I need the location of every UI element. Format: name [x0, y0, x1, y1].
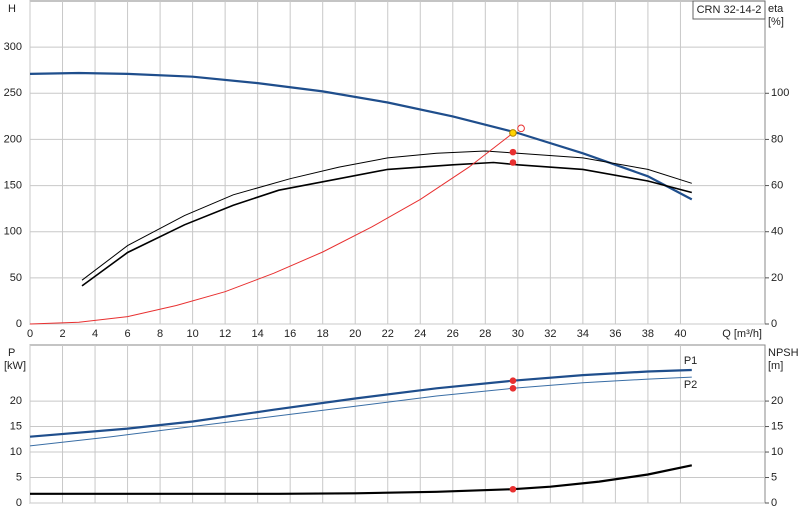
series-label: P2: [684, 379, 697, 391]
y-tick-label: 20: [10, 395, 22, 407]
x-tick-label: 38: [642, 328, 654, 340]
y-tick-label: 15: [10, 420, 22, 432]
y2-axis-label: eta: [768, 3, 784, 15]
y2-axis-unit: [m]: [768, 360, 783, 372]
duty-point: [509, 385, 517, 392]
y2-tick-label: 60: [771, 179, 783, 191]
x-tick-label: 24: [414, 328, 426, 340]
series-line: [29, 368, 692, 438]
series-line: [81, 161, 693, 287]
series-label: P1: [684, 355, 697, 367]
x-tick-label: 32: [544, 328, 556, 340]
x-tick-label: 34: [577, 328, 589, 340]
duty-point: [509, 159, 517, 166]
x-tick-label: 8: [157, 328, 163, 340]
x-tick-label: 18: [317, 328, 329, 340]
y-tick-label: 0: [16, 318, 22, 330]
y2-tick-label: 0: [771, 497, 777, 509]
y-tick-label: 50: [10, 272, 22, 284]
y2-tick-label: 10: [771, 446, 783, 458]
y-tick-label: 10: [10, 446, 22, 458]
y-tick-label: 150: [4, 179, 22, 191]
series-line: [30, 464, 693, 495]
legend-box: [692, 0, 766, 20]
x-tick-label: 6: [125, 328, 131, 340]
plot-area: [29, 344, 766, 504]
y-axis-label: H: [8, 3, 16, 15]
y-tick-label: 250: [4, 87, 22, 99]
x-tick-label: 26: [447, 328, 459, 340]
duty-point: [517, 124, 525, 133]
x-tick-label: 2: [59, 328, 65, 340]
duty-point: [509, 485, 517, 493]
duty-point: [509, 148, 517, 156]
x-tick-label: 22: [382, 328, 394, 340]
y-tick-label: 0: [16, 497, 22, 509]
x-tick-label: 20: [349, 328, 361, 340]
x-tick-label: 4: [92, 328, 98, 340]
plot-area: [29, 0, 766, 325]
x-tick-label: 30: [512, 328, 524, 340]
y2-axis-label: NPSH: [768, 347, 799, 359]
y-tick-label: 200: [4, 133, 22, 145]
y2-axis-unit: [%]: [768, 16, 784, 28]
y2-tick-label: 5: [771, 471, 777, 483]
x-tick-label: 14: [252, 328, 264, 340]
y-axis-label: P: [8, 347, 15, 359]
series-line: [29, 376, 692, 447]
y-tick-label: 300: [4, 41, 22, 53]
x-tick-label: 36: [609, 328, 621, 340]
legend-label: CRN 32-14-2: [697, 4, 762, 16]
x-tick-label: 16: [284, 328, 296, 340]
x-tick-label: 40: [674, 328, 686, 340]
duty-point: [509, 129, 517, 137]
x-tick-label: 12: [219, 328, 231, 340]
series-line: [81, 150, 692, 281]
series-line: [29, 71, 693, 201]
x-tick-label: 0: [27, 328, 33, 340]
series-line: [29, 132, 514, 325]
y2-tick-label: 100: [771, 87, 789, 99]
x-tick-label: 10: [186, 328, 198, 340]
y2-tick-label: 40: [771, 226, 783, 238]
duty-point: [509, 377, 517, 384]
x-tick-label: 28: [479, 328, 491, 340]
y2-tick-label: 20: [771, 395, 783, 407]
y2-tick-label: 80: [771, 133, 783, 145]
y-tick-label: 5: [16, 471, 22, 483]
x-axis-label: Q [m³/h]: [722, 328, 762, 340]
y-axis-unit: [kW]: [4, 360, 26, 372]
y-tick-label: 100: [4, 226, 22, 238]
y2-tick-label: 20: [771, 272, 783, 284]
y2-tick-label: 15: [771, 420, 783, 432]
y2-tick-label: 0: [771, 318, 777, 330]
